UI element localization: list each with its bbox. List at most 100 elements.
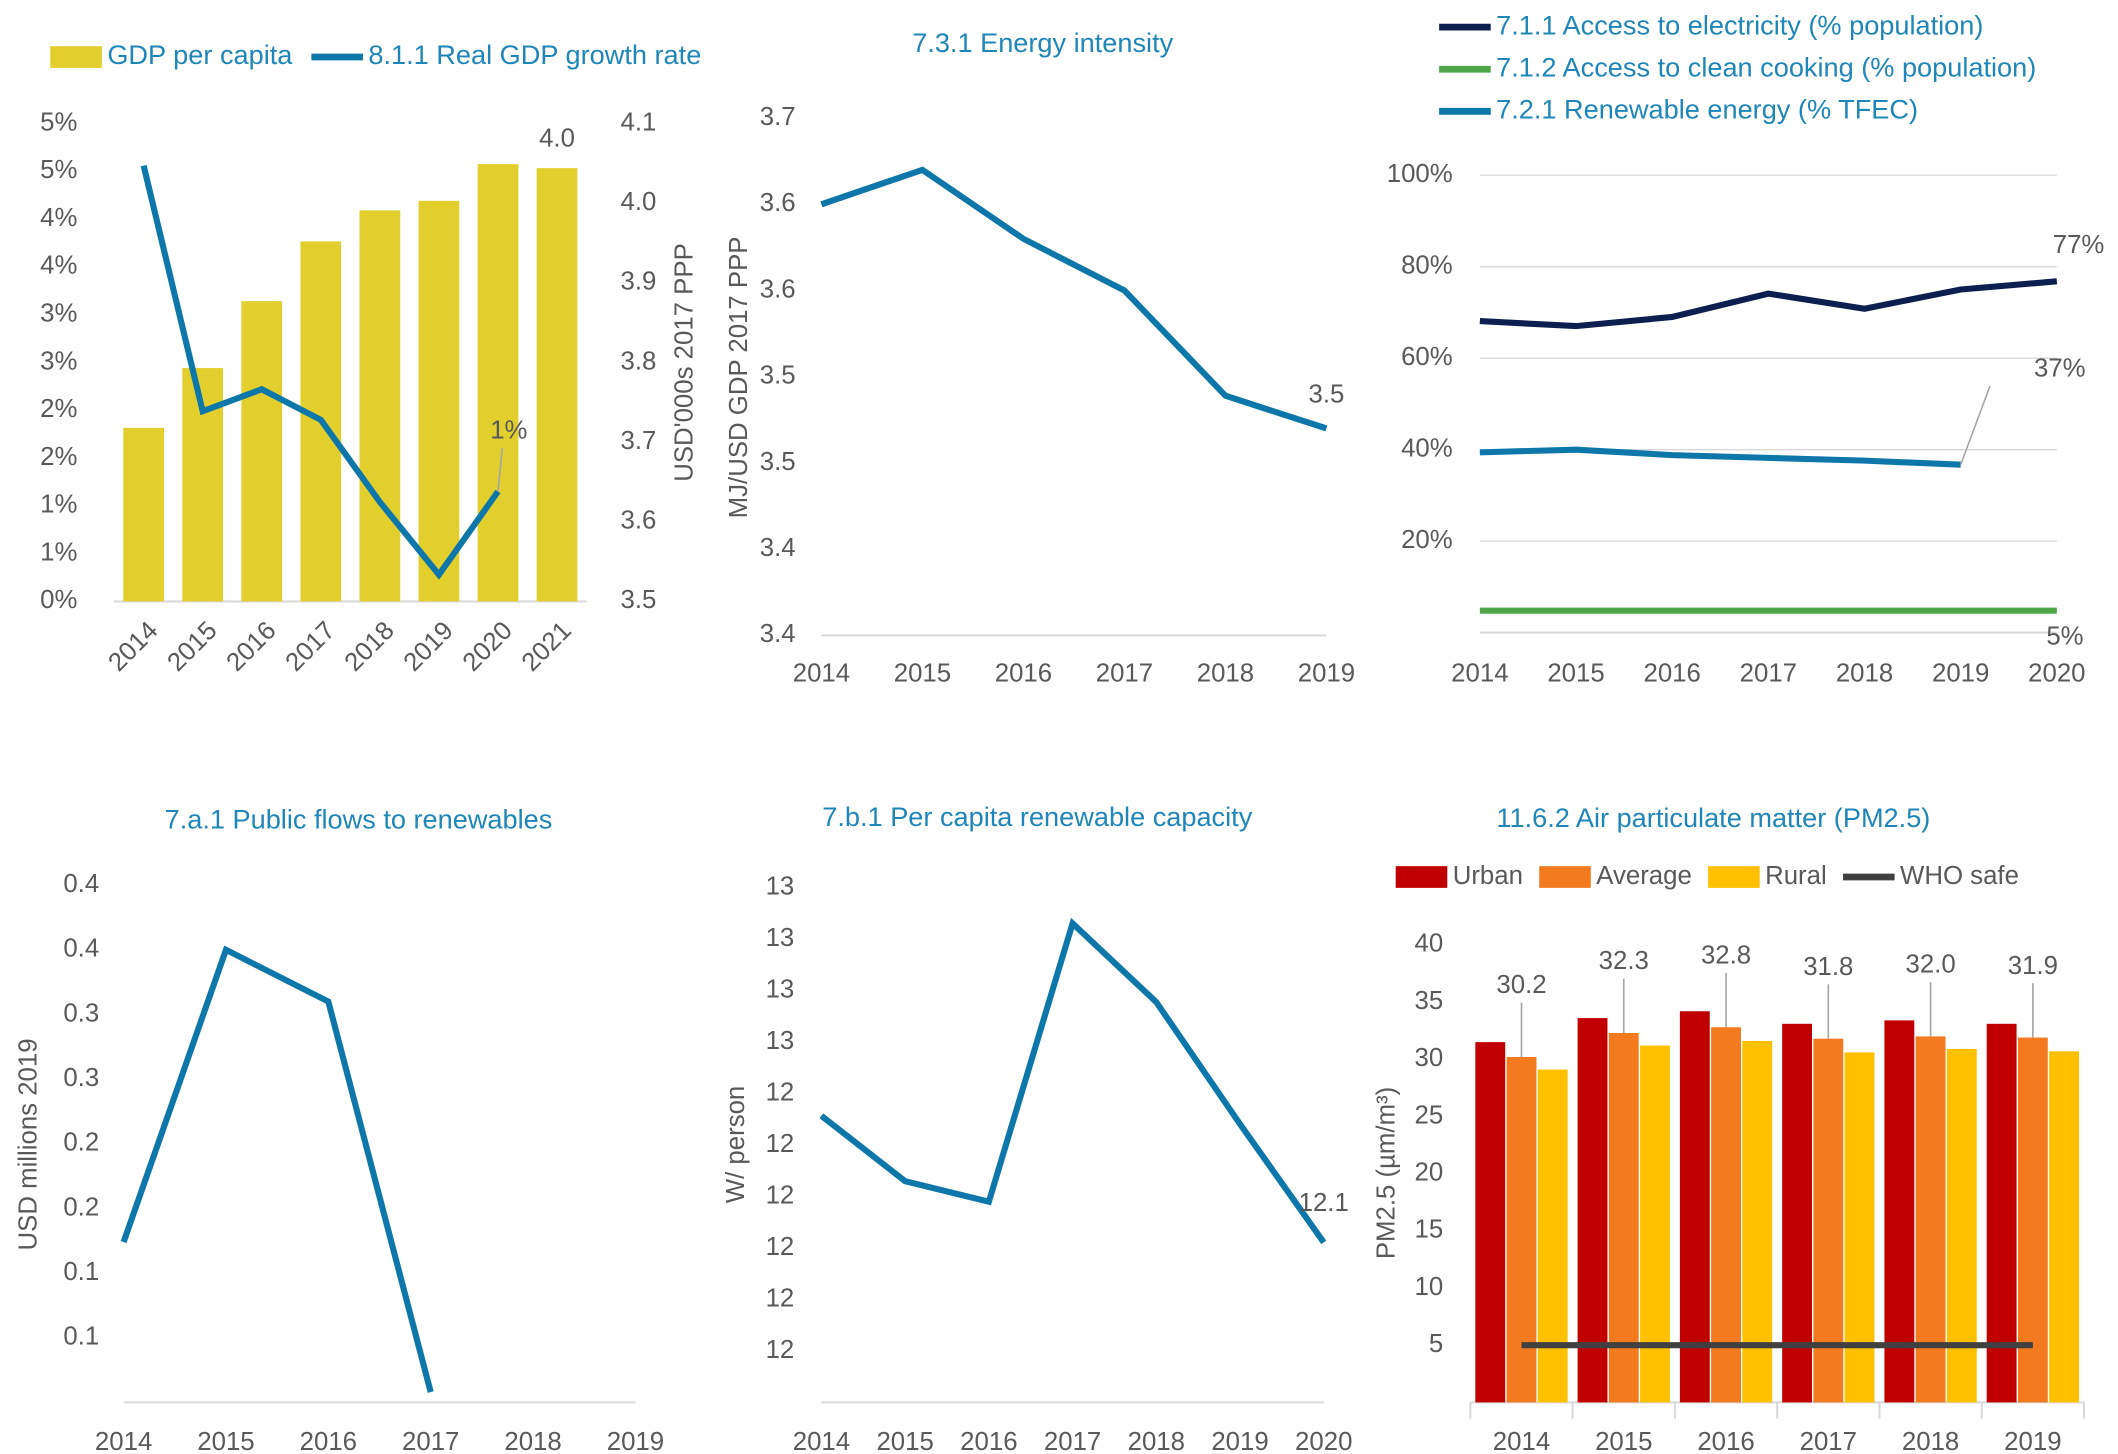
x-tick-label: 2015 bbox=[162, 616, 222, 676]
y-tick-label: 13 bbox=[766, 873, 795, 901]
y-tick-label: 3.6 bbox=[760, 189, 796, 217]
data-label: 3.5 bbox=[1309, 381, 1345, 409]
bar bbox=[1915, 1036, 1946, 1403]
y-tick-label: 0.2 bbox=[63, 1193, 99, 1221]
y-tick-label: 5% bbox=[40, 156, 77, 184]
y-tick-label: 12 bbox=[766, 1233, 795, 1261]
legend-label: Rural bbox=[1765, 862, 1827, 890]
y-tick-label: 3% bbox=[40, 300, 77, 328]
y-tick-label: 10 bbox=[1415, 1273, 1444, 1301]
line bbox=[120, 945, 434, 1393]
x-tick-label: 2017 bbox=[1044, 1428, 1101, 1454]
y-tick-label: 1% bbox=[40, 538, 77, 566]
y-tick-label: 4% bbox=[40, 204, 77, 232]
x-tick-label: 2017 bbox=[1800, 1428, 1857, 1454]
x-tick-label: 2019 bbox=[1932, 660, 1989, 688]
y-tick-label: 35 bbox=[1415, 987, 1444, 1015]
y-tick-label: 13 bbox=[766, 976, 795, 1004]
y-axis-title: USD millions 2019 bbox=[15, 1038, 43, 1250]
y-tick-label: 0.4 bbox=[63, 870, 99, 898]
line bbox=[820, 166, 1328, 432]
bar bbox=[1986, 1023, 2017, 1403]
x-tick-label: 2018 bbox=[339, 616, 399, 676]
y-tick-label: 40% bbox=[1401, 434, 1453, 462]
data-label: 30.2 bbox=[1496, 971, 1546, 999]
x-tick-label: 2015 bbox=[876, 1428, 933, 1454]
x-tick-label: 2015 bbox=[1547, 660, 1604, 688]
y-tick-label: 1% bbox=[40, 491, 77, 519]
y-tick-label: 0% bbox=[40, 586, 77, 614]
y-tick-label: 13 bbox=[766, 924, 795, 952]
x-tick-label: 2018 bbox=[504, 1428, 561, 1454]
legend-label: WHO safe bbox=[1900, 862, 2019, 890]
y-axis-title: PM2.5 (µm/m³) bbox=[1372, 1087, 1400, 1259]
bar bbox=[1884, 1020, 1915, 1403]
data-label: 31.9 bbox=[2008, 952, 2058, 980]
x-tick-label: 2018 bbox=[1836, 660, 1893, 688]
x-tick-label: 2020 bbox=[1295, 1428, 1352, 1454]
chart-title: 7.a.1 Public flows to renewables bbox=[165, 804, 553, 835]
x-tick-label: 2018 bbox=[1902, 1428, 1959, 1454]
y2-tick-label: 3.6 bbox=[620, 507, 656, 535]
bar bbox=[1640, 1045, 1670, 1403]
x-tick-label: 2019 bbox=[1298, 660, 1355, 688]
data-label: 12.1 bbox=[1299, 1189, 1349, 1217]
data-label: 4.0 bbox=[539, 124, 575, 152]
bar bbox=[1813, 1038, 1844, 1403]
legend-label: 7.2.1 Renewable energy (% TFEC) bbox=[1496, 93, 1918, 124]
legend-swatch bbox=[1539, 866, 1591, 888]
legend-label: GDP per capita bbox=[107, 39, 293, 70]
y-axis-title: W/ person bbox=[722, 1086, 750, 1204]
y2-axis-title: USD'000s 2017 PPP bbox=[670, 243, 698, 482]
data-label: 5% bbox=[2046, 623, 2083, 651]
y2-tick-label: 3.5 bbox=[620, 586, 656, 614]
x-tick-label: 2017 bbox=[402, 1428, 459, 1454]
x-tick-label: 2019 bbox=[398, 616, 458, 676]
y2-tick-label: 4.1 bbox=[620, 108, 656, 136]
y-tick-label: 3.5 bbox=[760, 448, 796, 476]
x-tick-label: 2017 bbox=[1740, 660, 1797, 688]
legend-label: Urban bbox=[1453, 862, 1523, 890]
y-tick-label: 12 bbox=[766, 1181, 795, 1209]
y-tick-label: 3.5 bbox=[760, 362, 796, 390]
bar bbox=[1608, 1032, 1639, 1403]
legend-label: 7.1.1 Access to electricity (% populatio… bbox=[1496, 9, 1983, 40]
y-tick-label: 3.6 bbox=[760, 275, 796, 303]
legend-label: Average bbox=[1596, 862, 1692, 890]
bar bbox=[1782, 1023, 1813, 1403]
y-tick-label: 60% bbox=[1401, 343, 1453, 371]
x-tick-label: 2016 bbox=[300, 1428, 357, 1454]
x-tick-label: 2016 bbox=[995, 660, 1052, 688]
bar bbox=[1946, 1048, 1977, 1403]
x-tick-label: 2016 bbox=[1697, 1428, 1754, 1454]
y-tick-label: 3.4 bbox=[760, 534, 796, 562]
legend-swatch bbox=[50, 46, 102, 68]
chart-title: 7.3.1 Energy intensity bbox=[912, 27, 1173, 58]
y-tick-label: 0.4 bbox=[63, 935, 99, 963]
x-tick-label: 2020 bbox=[458, 616, 518, 676]
bar bbox=[1679, 1011, 1710, 1403]
bar bbox=[2049, 1051, 2080, 1403]
bar bbox=[1742, 1040, 1773, 1403]
bar bbox=[359, 210, 401, 602]
y-tick-label: 20 bbox=[1415, 1158, 1444, 1186]
y2-tick-label: 3.9 bbox=[620, 268, 656, 296]
y-tick-label: 12 bbox=[766, 1284, 795, 1312]
leader-line bbox=[497, 447, 504, 492]
x-tick-label: 2014 bbox=[793, 1428, 850, 1454]
line bbox=[1479, 278, 2058, 330]
y-tick-label: 30 bbox=[1415, 1044, 1444, 1072]
y-tick-label: 0.1 bbox=[63, 1323, 99, 1351]
data-label: 1% bbox=[490, 417, 527, 445]
x-tick-label: 2014 bbox=[95, 1428, 152, 1454]
bar bbox=[241, 301, 283, 602]
x-tick-label: 2014 bbox=[1493, 1428, 1550, 1454]
line bbox=[819, 917, 1327, 1245]
bar bbox=[1537, 1069, 1568, 1403]
x-tick-label: 2019 bbox=[607, 1428, 664, 1454]
y-tick-label: 12 bbox=[766, 1079, 795, 1107]
x-tick-label: 2021 bbox=[517, 616, 577, 676]
bar bbox=[1844, 1052, 1875, 1403]
